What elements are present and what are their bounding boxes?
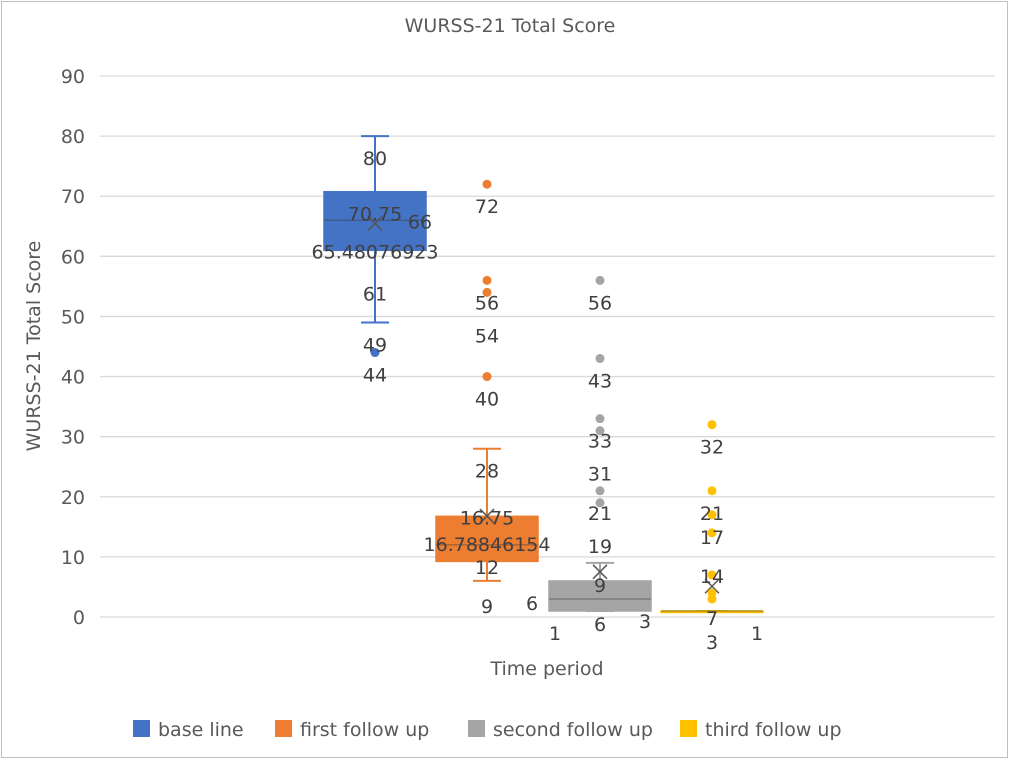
mean-marker xyxy=(367,215,383,231)
mean-marker xyxy=(592,564,608,580)
data-label: 80 xyxy=(363,148,387,170)
data-label: 14 xyxy=(700,566,724,588)
legend-label: base line xyxy=(158,719,244,741)
y-tick-label: 70 xyxy=(61,186,85,208)
legend-item-base-line: base line xyxy=(133,719,244,741)
outlier-point xyxy=(707,594,717,604)
outlier-point xyxy=(370,348,380,358)
gridlines: 0 10 20 30 40 50 60 70 80 90 xyxy=(61,66,995,629)
data-label: 21 xyxy=(588,503,612,525)
box-iqr xyxy=(323,190,427,252)
data-label: 54 xyxy=(475,325,499,347)
legend-swatch xyxy=(275,720,292,737)
plot-area xyxy=(323,135,764,614)
data-label: 12 xyxy=(475,557,499,579)
data-label: 16.75 xyxy=(460,507,514,529)
outlier-point xyxy=(707,570,717,580)
box-iqr xyxy=(435,515,539,563)
data-label: 70.75 xyxy=(348,204,402,226)
legend-label: third follow up xyxy=(705,719,842,741)
legend-swatch xyxy=(468,720,485,737)
outlier-point xyxy=(707,420,717,430)
y-tick-label: 20 xyxy=(61,487,85,509)
box-first-follow-up xyxy=(435,179,539,582)
data-label: 19 xyxy=(588,536,612,558)
mean-label: 16.78846154 xyxy=(424,534,551,556)
data-label: 1 xyxy=(751,623,763,645)
mean-marker xyxy=(479,508,495,524)
legend-item-first-follow-up: first follow up xyxy=(275,719,429,741)
data-label: 28 xyxy=(475,461,499,483)
data-label: 6 xyxy=(526,593,538,615)
data-label: 56 xyxy=(475,292,499,314)
y-tick-label: 10 xyxy=(61,547,85,569)
data-label: 9 xyxy=(594,575,606,597)
data-label: 43 xyxy=(588,371,612,393)
data-label: 32 xyxy=(700,437,724,459)
outlier-point xyxy=(595,498,605,508)
data-label: 3 xyxy=(639,611,651,633)
data-label: 56 xyxy=(588,292,612,314)
outlier-point xyxy=(707,486,717,496)
box-base-line xyxy=(323,135,427,358)
x-axis-label: Time period xyxy=(489,658,603,680)
legend-item-second-follow-up: second follow up xyxy=(468,719,653,741)
y-tick-label: 90 xyxy=(61,66,85,88)
legend-label: first follow up xyxy=(300,719,429,741)
outlier-point xyxy=(482,179,492,189)
outlier-point xyxy=(707,510,717,520)
mean-label: 65.48076923 xyxy=(312,241,439,263)
legend-item-third-follow-up: third follow up xyxy=(680,719,842,741)
outlier-point xyxy=(595,426,605,436)
outlier-point xyxy=(482,372,492,382)
outlier-point xyxy=(595,275,605,285)
legend-label: second follow up xyxy=(493,719,653,741)
outlier-point xyxy=(482,275,492,285)
box-iqr xyxy=(548,580,652,612)
data-label: 1 xyxy=(549,623,561,645)
outlier-point xyxy=(595,414,605,424)
y-tick-label: 30 xyxy=(61,427,85,449)
data-label: 44 xyxy=(363,365,387,387)
outlier-point xyxy=(707,528,717,538)
y-tick-label: 80 xyxy=(61,126,85,148)
data-label: 66 xyxy=(408,211,432,233)
box-second-follow-up xyxy=(548,275,652,612)
y-tick-label: 0 xyxy=(73,607,85,629)
legend: base line first follow up second follow up… xyxy=(133,719,842,741)
legend-swatch xyxy=(133,720,150,737)
outlier-point xyxy=(482,287,492,297)
chart-title: WURSS-21 Total Score xyxy=(405,15,616,37)
y-tick-label: 60 xyxy=(61,246,85,268)
data-label: 7 xyxy=(706,608,718,630)
data-label: 72 xyxy=(475,196,499,218)
mean-marker xyxy=(704,578,720,594)
outlier-point xyxy=(595,486,605,496)
y-tick-label: 40 xyxy=(61,367,85,389)
data-label: 6 xyxy=(594,614,606,636)
data-label: 40 xyxy=(475,389,499,411)
data-label: 33 xyxy=(588,431,612,453)
data-label: 61 xyxy=(363,283,387,305)
data-label: 49 xyxy=(363,334,387,356)
outlier-point xyxy=(595,354,605,364)
legend-swatch xyxy=(680,720,697,737)
y-tick-label: 50 xyxy=(61,306,85,328)
data-label: 3 xyxy=(706,632,718,654)
box-third-follow-up xyxy=(660,420,764,614)
data-label: 21 xyxy=(700,503,724,525)
data-label: 31 xyxy=(588,464,612,486)
data-label: 9 xyxy=(481,596,493,618)
y-axis-label: WURSS-21 Total Score xyxy=(23,241,45,452)
data-label: 17 xyxy=(700,527,724,549)
